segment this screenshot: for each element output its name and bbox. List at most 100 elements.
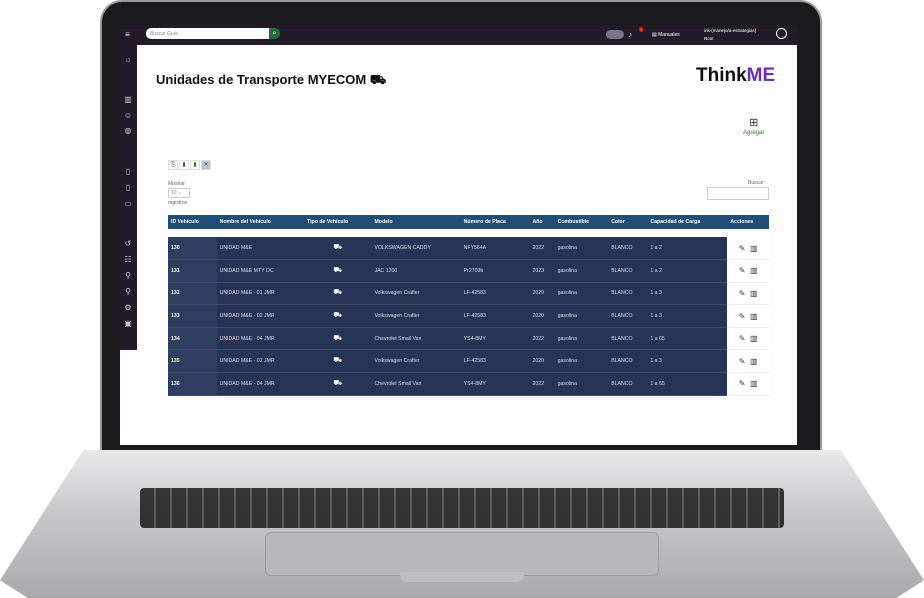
export-toolbar: ⎘ ▮ ▮ ✕	[168, 160, 211, 170]
column-header[interactable]: Tipo de Vehículo	[304, 215, 372, 229]
edit-icon[interactable]: ✎	[738, 288, 746, 298]
color: BLANCO	[608, 372, 648, 396]
vehicle-name: UNIDAD M&E - 04 JMR	[216, 327, 305, 351]
search-icon[interactable]: ⚲	[125, 287, 131, 296]
row-actions: ✎ ▥	[727, 282, 769, 306]
trash-icon[interactable]: ▥	[749, 311, 758, 321]
user-role: Root	[704, 36, 714, 41]
theme-toggle[interactable]	[606, 30, 624, 39]
top-bar: ≡ Buscar Guía ⌕ ♪ 1 ▤ Manuales ink-(mane…	[120, 25, 797, 45]
edit-icon[interactable]: ✎	[738, 243, 746, 253]
list-icon[interactable]: ☷	[124, 255, 132, 264]
trackpad	[265, 532, 659, 576]
vehicle-name: UNIDAD M&E - 04 JMR	[216, 372, 305, 396]
document-icon[interactable]: ▯	[125, 167, 131, 176]
model: Chevrolet Small Van	[371, 372, 461, 396]
column-header[interactable]: Año	[529, 215, 555, 229]
capacity: 1 a 2	[647, 259, 728, 283]
column-header[interactable]: Número de Placa	[460, 215, 530, 229]
edit-icon[interactable]: ✎	[738, 311, 746, 321]
plate: YS4-8MY	[460, 327, 530, 351]
sidebar: ☼ ▥ ☺ ◍ ▯ ▯ ▭ ↺ ☷ ⚲ ⚲ ⚙ ▣	[120, 45, 137, 350]
row-actions: ✎ ▥	[727, 259, 769, 283]
logo-part: ink	[719, 65, 747, 86]
capacity: 1 a 3	[647, 349, 728, 374]
page-length-value: 10	[171, 190, 177, 196]
column-header[interactable]: Color	[608, 215, 648, 229]
excel-icon[interactable]: ▮	[190, 160, 200, 170]
avatar[interactable]	[776, 28, 787, 39]
row-actions: ✎ ▥	[727, 237, 769, 261]
year: 2020	[529, 349, 555, 374]
column-header[interactable]: Capacidad de Carga	[647, 215, 728, 229]
manuals-link[interactable]: ▤ Manuales	[652, 32, 680, 38]
history-icon[interactable]: ↺	[124, 239, 132, 248]
settings-icon[interactable]: ⚙	[124, 303, 132, 312]
column-header[interactable]: Modelo	[371, 215, 461, 229]
truck-icon: ⛟	[304, 237, 372, 261]
year: 2022	[529, 327, 555, 351]
column-header[interactable]: Nombre del Vehículo	[216, 215, 305, 229]
document-icon[interactable]: ▯	[125, 183, 131, 192]
table-row: 135 UNIDAD M&E - 02 JMR ⛟ Volkswagen Crafte…	[168, 349, 769, 374]
truck-icon: ⛟	[304, 327, 372, 351]
truck-icon: ⛟	[304, 372, 372, 396]
users-icon[interactable]: ☺	[123, 111, 133, 120]
edit-icon[interactable]: ✎	[738, 379, 746, 389]
color: BLANCO	[608, 259, 648, 283]
thinkme-logo: ThinkME	[696, 65, 775, 87]
edit-icon[interactable]: ✎	[738, 334, 746, 344]
trash-icon[interactable]: ▥	[749, 334, 758, 344]
table-search-label: Buscar:	[748, 180, 765, 186]
truck-icon: ⛟	[304, 259, 372, 283]
plate: LF-42583	[460, 349, 530, 374]
truck-icon: ⛟	[304, 282, 372, 306]
manuals-label: Manuales	[658, 32, 680, 38]
search-user-icon[interactable]: ⚲	[125, 271, 131, 280]
color: BLANCO	[608, 304, 648, 328]
year: 2022	[529, 237, 555, 261]
edit-icon[interactable]: ✎	[738, 356, 746, 366]
capacity: 1 a 2	[647, 237, 728, 261]
add-label: Agregar	[743, 130, 765, 136]
color: BLANCO	[608, 237, 648, 261]
vehicle-name: UNIDAD M&E MTY OC	[216, 259, 305, 283]
row-actions: ✎ ▥	[727, 327, 769, 351]
table-search-input[interactable]	[707, 187, 769, 200]
copy-icon[interactable]: ⎘	[168, 160, 178, 170]
globe-icon[interactable]: ◍	[124, 126, 132, 135]
chart-icon[interactable]: ▥	[124, 95, 132, 104]
fuel: gasolina	[554, 237, 609, 261]
hamburger-icon[interactable]: ≡	[125, 30, 130, 39]
trash-icon[interactable]: ▥	[749, 356, 758, 366]
fuel: gasolina	[554, 372, 609, 396]
truck-icon: ⛟	[304, 349, 372, 374]
vehicle-id: 130	[168, 237, 217, 261]
row-actions: ✎ ▥	[727, 372, 769, 396]
table-row: 136 UNIDAD M&E - 04 JMR ⛟ Chevrolet Small V…	[168, 372, 769, 396]
search-input[interactable]: Buscar Guía	[146, 28, 269, 39]
file-icon[interactable]: ▭	[124, 199, 132, 208]
add-button[interactable]: ⊞ Agregar	[743, 117, 764, 136]
spacer	[168, 229, 769, 237]
trash-icon[interactable]: ▥	[749, 379, 758, 389]
logo-part: Th	[696, 65, 720, 86]
column-header[interactable]: ID Vehículo	[168, 215, 217, 229]
column-header[interactable]: Combustible	[554, 215, 609, 229]
columns-icon[interactable]: ✕	[201, 160, 211, 170]
trash-icon[interactable]: ▥	[749, 288, 758, 298]
lightbulb-icon[interactable]: ☼	[124, 55, 132, 64]
page-length-select[interactable]: 10 ⌄	[168, 188, 190, 198]
edit-icon[interactable]: ✎	[738, 266, 746, 276]
search-icon[interactable]: ⌕	[269, 28, 280, 39]
image-icon[interactable]: ▣	[124, 319, 132, 328]
vehicle-name: UNIDAD M&E - 02 JMR	[216, 304, 305, 328]
bell-icon[interactable]: ♪	[628, 30, 632, 39]
truck-icon: ⛟	[369, 72, 387, 87]
table-row: 132 UNIDAD M&E - 01 JMR ⛟ Volkswagen Crafte…	[168, 282, 769, 306]
trash-icon[interactable]: ▥	[749, 243, 758, 253]
pdf-icon[interactable]: ▮	[179, 160, 189, 170]
trash-icon[interactable]: ▥	[749, 266, 758, 276]
fuel: gasolina	[554, 349, 609, 374]
column-header[interactable]: Acciones	[727, 215, 769, 229]
